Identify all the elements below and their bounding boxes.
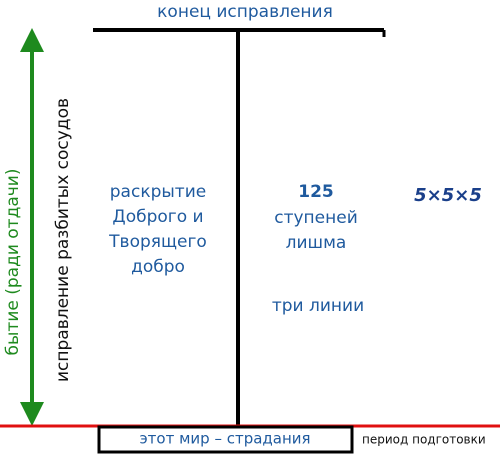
left-line: добро (131, 257, 185, 277)
right-line: ступеней (274, 208, 358, 228)
outer-axis-label: бытие (ради отдачи) (3, 169, 23, 356)
left-line: Доброго и (112, 207, 203, 227)
left-line: раскрытие (110, 182, 206, 202)
number: 125 (298, 182, 334, 202)
bottom-box (97, 425, 354, 454)
inner-axis-label: исправление разбитых сосудов (53, 98, 73, 382)
top-label: конец исправления (157, 2, 333, 22)
bottom-box-label: этот мир – страдания (139, 430, 310, 448)
formula: 5×5×5 (414, 185, 482, 206)
left-line: Творящего (108, 232, 207, 252)
right-line: лишма (286, 233, 347, 253)
extra-label: три линии (272, 296, 364, 316)
bottom-note: период подготовки (362, 433, 486, 447)
